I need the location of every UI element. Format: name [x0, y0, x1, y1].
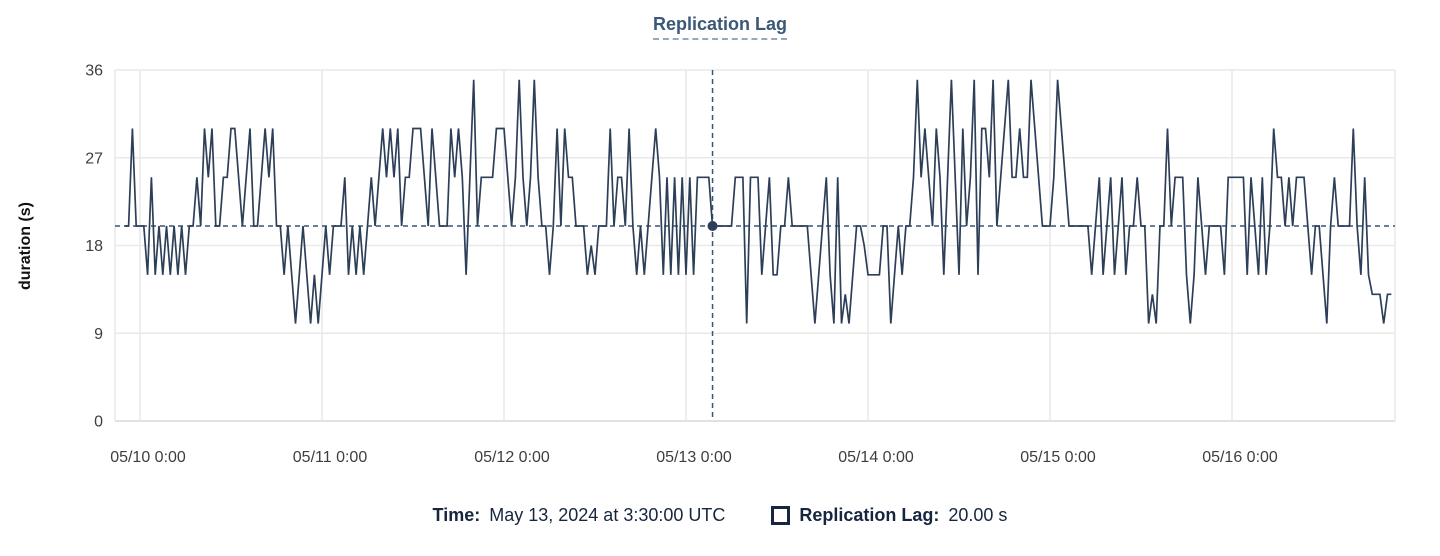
chart-canvas[interactable]: 0 9 18 27 36 05/10 0:00 05/11 0:00 05/12 0:00 05… — [0, 0, 1440, 490]
x-tick-label: 05/11 0:00 — [293, 449, 368, 466]
x-tick-label: 05/15 0:00 — [1020, 449, 1096, 466]
chart-header: Replication Lag — [0, 14, 1440, 40]
x-tick-label: 05/14 0:00 — [838, 449, 914, 466]
y-tick-label: 0 — [94, 414, 103, 431]
crosshair-point-marker — [707, 221, 718, 231]
y-tick-label: 36 — [85, 63, 103, 80]
x-tick-label: 05/16 0:00 — [1202, 449, 1278, 466]
y-tick-label: 18 — [85, 238, 103, 255]
y-tick-label: 9 — [94, 326, 103, 343]
tooltip-legend-bar: Time: May 13, 2024 at 3:30:00 UTC Replic… — [0, 505, 1440, 526]
series-label: Replication Lag: — [799, 505, 940, 525]
chart-title[interactable]: Replication Lag — [652, 14, 787, 40]
x-tick-label: 05/12 0:00 — [474, 449, 550, 466]
time-label: Time: — [432, 505, 481, 525]
time-value: May 13, 2024 at 3:30:00 UTC — [489, 505, 726, 525]
y-tick-label: 27 — [85, 150, 103, 167]
series-value: 20.00 s — [948, 505, 1008, 525]
series-swatch-icon[interactable] — [771, 506, 791, 525]
y-axis-title: duration (s) — [17, 202, 34, 290]
x-tick-label: 05/10 0:00 — [110, 449, 186, 466]
x-tick-label: 05/13 0:00 — [656, 449, 732, 466]
replication-lag-line — [124, 79, 1392, 324]
